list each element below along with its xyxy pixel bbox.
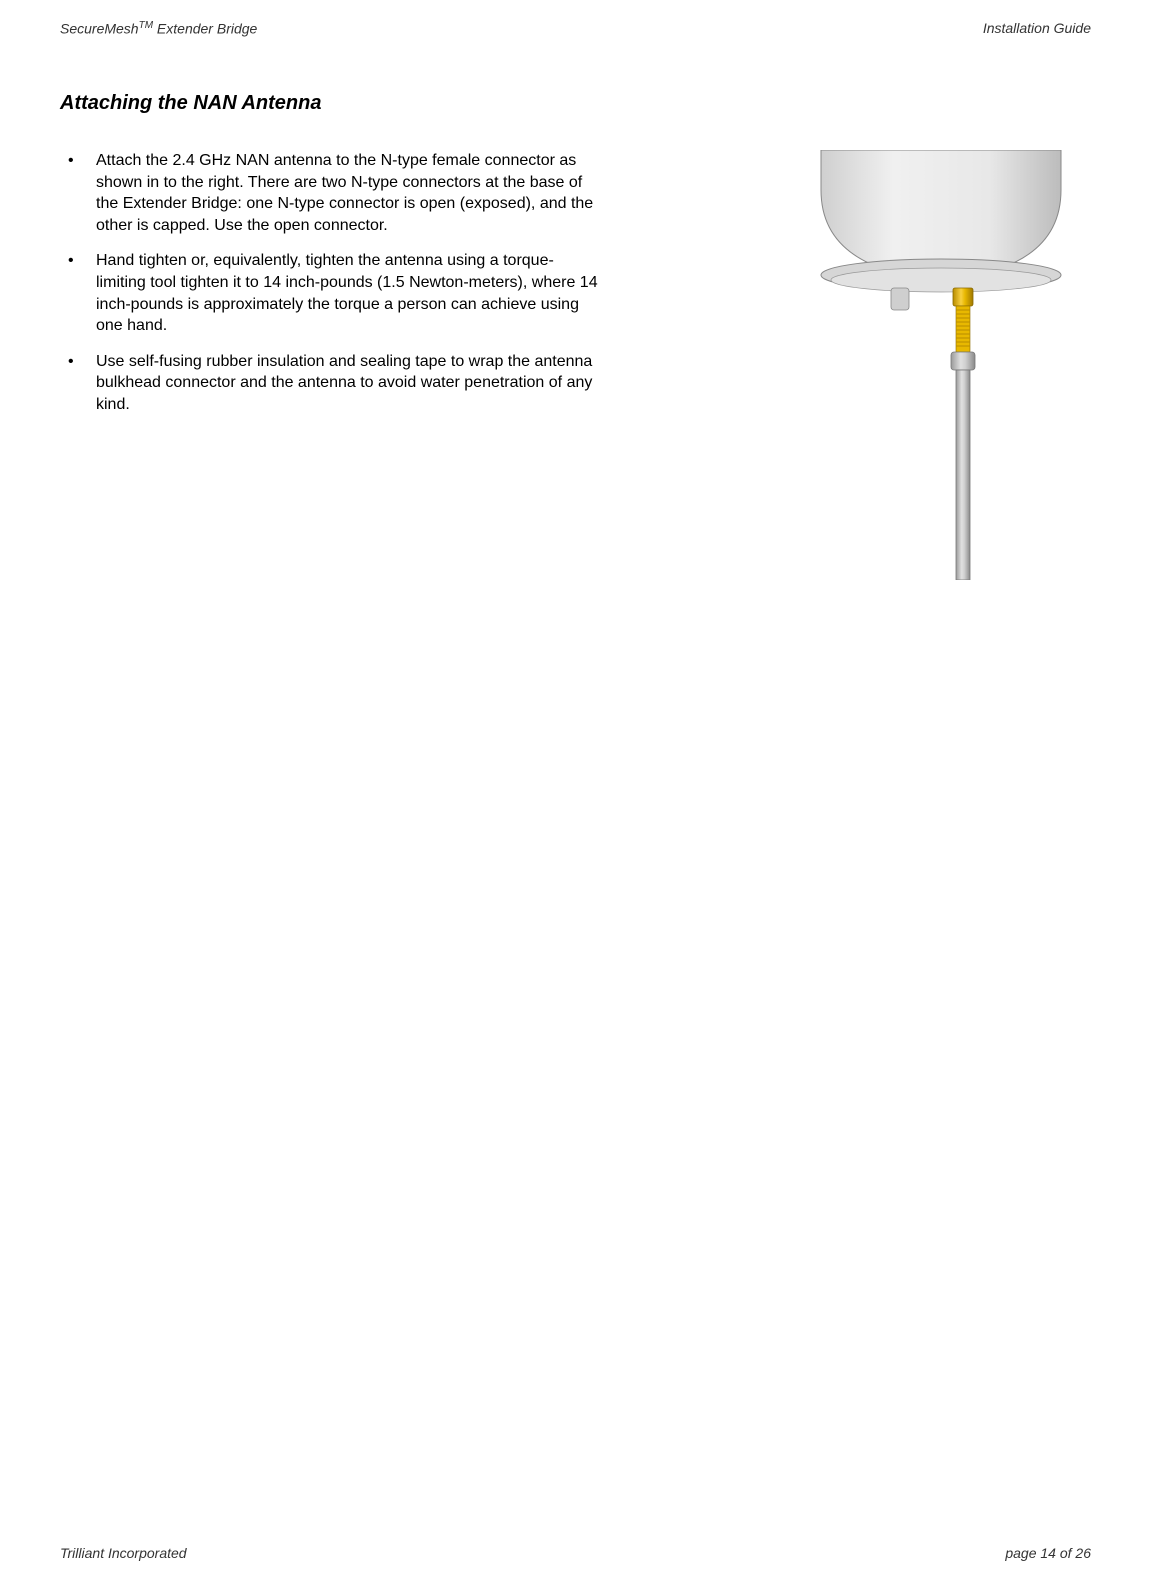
instruction-item: Hand tighten or, equivalently, tighten t… xyxy=(60,250,600,336)
footer-right: page 14 of 26 xyxy=(1005,1545,1091,1561)
capped-connector-icon xyxy=(891,288,909,310)
antenna-collar-icon xyxy=(951,352,975,370)
antenna-diagram xyxy=(801,150,1081,580)
trademark-super: TM xyxy=(139,20,153,31)
footer-left: Trilliant Incorporated xyxy=(60,1545,187,1561)
content-area: Attach the 2.4 GHz NAN antenna to the N-… xyxy=(60,150,600,430)
header-left: SecureMeshTM Extender Bridge xyxy=(60,20,257,37)
instruction-item: Use self-fusing rubber insulation and se… xyxy=(60,351,600,416)
section-title: Attaching the NAN Antenna xyxy=(60,92,321,115)
instruction-item: Attach the 2.4 GHz NAN antenna to the N-… xyxy=(60,150,600,236)
header-right: Installation Guide xyxy=(983,20,1091,37)
dome-base-ring-inner-icon xyxy=(831,268,1051,292)
page-header: SecureMeshTM Extender Bridge Installatio… xyxy=(0,20,1151,37)
antenna-body-icon xyxy=(956,370,970,580)
page-footer: Trilliant Incorporated page 14 of 26 xyxy=(0,1545,1151,1561)
product-name-suffix: Extender Bridge xyxy=(153,21,257,37)
connector-threads-icon xyxy=(956,306,970,352)
open-connector-body-icon xyxy=(953,288,973,306)
product-name-prefix: SecureMesh xyxy=(60,21,139,37)
instruction-list: Attach the 2.4 GHz NAN antenna to the N-… xyxy=(60,150,600,416)
